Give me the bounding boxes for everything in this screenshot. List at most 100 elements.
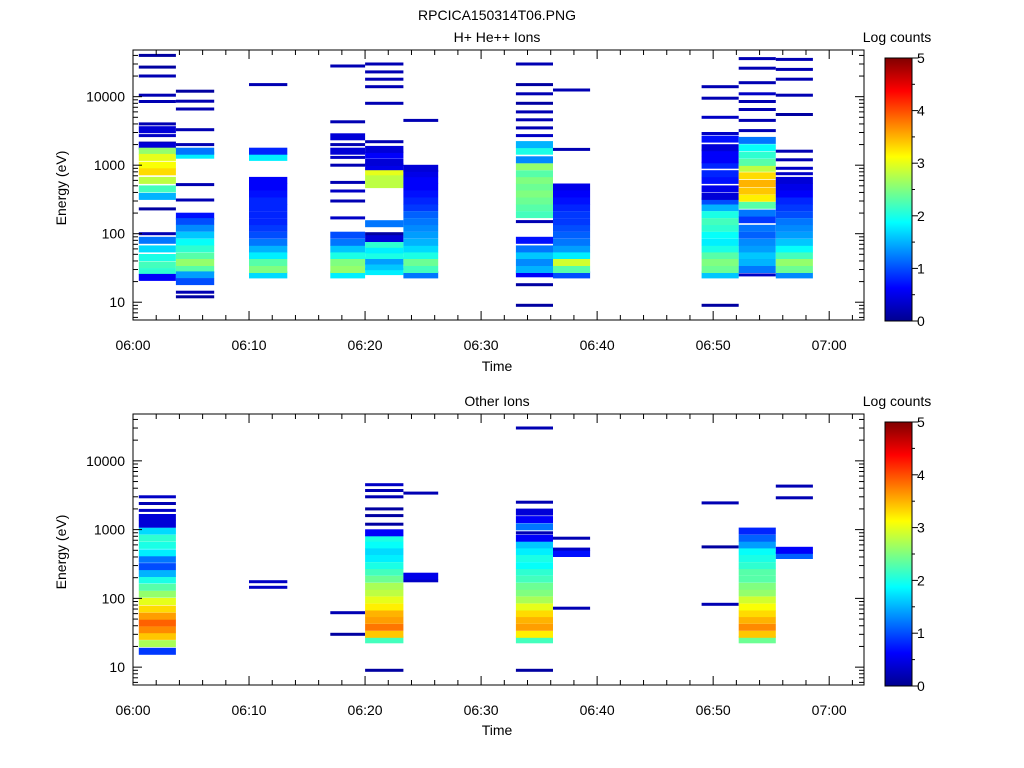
heatmap-cell [175,99,215,103]
heatmap-cell [515,197,553,205]
heatmap-cell [138,520,176,528]
heatmap-cell [515,183,553,191]
heatmap-cell [775,190,813,198]
heatmap-cell [515,303,553,307]
heatmap-cell [365,534,404,542]
heatmap-cells [132,413,865,686]
heatmap-cell [138,122,176,126]
heatmap-cell [138,502,176,505]
heatmap-cell [365,541,404,549]
y-axis-label: Energy (eV) [53,151,69,226]
heatmap-cell [738,129,776,133]
heatmap-cell [738,273,776,277]
heatmap-cell [515,636,553,644]
heatmap-cell [738,201,776,209]
heatmap-cell [701,545,739,549]
heatmap-cell [515,101,553,105]
heatmap-cell [701,218,739,226]
heatmap-cell [365,636,404,644]
x-tick-label: 06:40 [580,702,615,718]
panel-title: H+ He++ Ions [454,29,541,45]
heatmap-cell [553,245,591,253]
heatmap-cell [738,144,776,152]
x-axis-label: Time [482,722,513,738]
heatmap-cell [175,183,215,187]
x-axis-ticks: 06:00 06:10 06:20 06:30 06:40 06:50 07:00 [115,414,853,718]
heatmap-cell [403,579,439,583]
heatmap-cell [330,133,366,141]
heatmap-cell [738,224,776,232]
heatmap-cell [138,236,176,244]
colorbar-tick-label: 1 [917,625,925,641]
y-tick-label: 10 [109,294,125,310]
heatmap-cell [365,246,404,254]
heatmap-cell [138,176,176,184]
heatmap-cell [701,176,739,184]
heatmap-cell [515,270,553,278]
heatmap-cell [365,181,404,189]
heatmap-cell [330,238,366,246]
heatmap-cell [175,245,215,253]
heatmap-cell [701,224,739,232]
colorbar-tick-label: 2 [917,208,925,224]
heatmap-cell [138,626,176,634]
heatmap-cell [553,190,591,198]
heatmap-cell [365,495,404,499]
heatmap-cell [515,141,553,149]
colorbar-tick-label: 4 [917,103,925,119]
heatmap-cell [775,67,813,71]
heatmap-cell [138,534,176,542]
heatmap-cell [738,548,776,555]
heatmap-cell [403,224,439,232]
heatmap-cell [701,303,739,307]
heatmap-cell [249,83,288,87]
x-tick-label: 06:30 [464,702,499,718]
heatmap-cell [138,612,176,620]
heatmap-cell [701,259,739,266]
heatmap-cell [515,534,553,542]
heatmap-cell [515,236,553,244]
colorbar-tick-label: 1 [917,260,925,276]
heatmap-cell [365,145,404,153]
heatmap-cell [249,176,288,184]
heatmap-cell [365,610,404,618]
heatmap-cell [365,489,404,492]
heatmap-cell [553,224,591,232]
heatmap-cell [515,110,553,114]
heatmap-cell [775,77,813,81]
heatmap-cell [175,290,215,294]
heatmap-cell [249,147,288,155]
heatmap-cell [701,252,739,259]
heatmap-cells [132,49,865,321]
heatmap-cell [249,183,288,191]
heatmap-cell [515,283,553,287]
heatmap-cell [515,541,553,549]
heatmap-cell [701,211,739,219]
heatmap-cell [365,575,404,583]
heatmap-cell [515,610,553,618]
heatmap-cell [403,190,439,198]
x-tick-label: 06:20 [348,337,383,353]
heatmap-cell [138,605,176,613]
heatmap-cell [738,630,776,638]
heatmap-cell [515,170,553,178]
colorbar-label: Log counts [863,393,932,409]
heatmap-cell [403,271,439,279]
heatmap-cell [138,541,176,549]
heatmap-cell [515,163,553,171]
heatmap-cell [365,235,404,242]
heatmap-cell [515,252,553,259]
heatmap-cell [138,514,176,521]
heatmap-cell [738,245,776,253]
colorbar: 0 1 2 3 4 5 [884,50,925,329]
heatmap-cell [553,252,591,259]
heatmap-cell [701,602,739,606]
heatmap-cell [515,266,553,273]
heatmap-cell [175,238,215,246]
heatmap-cell [701,245,739,253]
colorbar-gradient [884,421,913,687]
heatmap-cell [403,238,439,246]
heatmap-cell [138,583,176,591]
heatmap-cell [515,147,553,155]
